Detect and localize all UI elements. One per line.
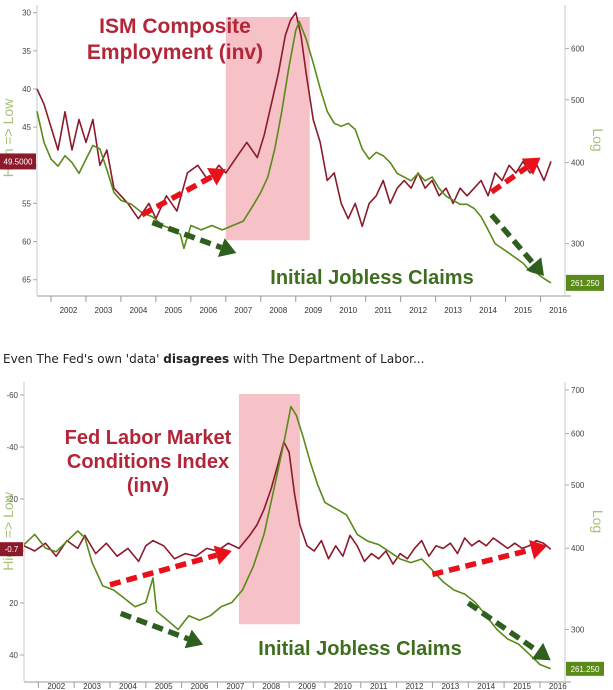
x-tick-label: 2006 [191,682,209,690]
green-trend-arrow [466,600,540,654]
x-tick-label: 2009 [304,306,322,315]
right-tick-label: 300 [571,625,585,634]
right-tick-label: 600 [571,44,585,53]
x-tick-label: 2011 [370,682,388,690]
x-tick-label: 2015 [514,306,532,315]
chart-title-line: Fed Labor Market [65,427,232,449]
green-arrow-head [184,629,204,649]
left-tick-label: 60 [22,238,31,247]
x-tick-label: 2003 [95,306,113,315]
caption-prefix: Even The Fed's own 'data' [3,352,164,366]
left-value-tag-label: 49.5000 [4,157,33,166]
red-series-line [36,11,552,228]
right-tick-label: 500 [571,96,585,105]
green-trend-arrow [151,219,223,251]
green-series-line [23,405,551,670]
x-tick-label: 2013 [441,682,459,690]
right-tick-label: 300 [571,240,585,249]
x-tick-label: 2002 [47,682,65,690]
x-tick-label: 2016 [549,682,567,690]
chart-title-line: ISM Composite [99,15,251,38]
red-arrow-head [213,545,232,565]
left-axis-label: High => Low [0,491,16,570]
right-value-tag [566,661,604,676]
x-tick-label: 2008 [269,306,287,315]
series-annotation: Initial Jobless Claims [258,638,461,660]
x-tick-label: 2012 [409,306,427,315]
red-arrow-head [521,157,541,175]
caption-bold: disagrees [163,352,230,366]
x-tick-label: 2006 [199,306,217,315]
x-tick-label: 2011 [375,306,393,315]
right-tick-label: 400 [571,544,585,553]
left-tick-label: 20 [9,599,18,608]
green-arrow-head [217,238,237,257]
x-tick-label: 2010 [339,306,357,315]
x-tick-label: 2007 [226,682,244,690]
green-trend-arrow [489,213,536,266]
left-value-tag [0,542,23,557]
right-value-tag [566,274,604,291]
red-series-line [23,441,552,565]
recession-band [225,17,310,241]
red-trend-arrow [109,552,218,588]
x-tick-label: 2016 [549,306,567,315]
left-tick-label: 55 [22,199,31,208]
right-tick-label: 700 [571,386,585,395]
right-axis-label: Log [590,128,606,151]
right-value-tag-label: 261.250 [571,279,600,288]
left-tick-label: -60 [6,391,18,400]
x-tick-label: 2005 [155,682,173,690]
left-tick-label: 45 [22,123,31,132]
red-arrow-head [529,540,548,560]
x-tick-label: 2004 [119,682,137,690]
x-tick-label: 2004 [130,306,148,315]
x-tick-label: 2010 [334,682,352,690]
red-trend-arrow [431,547,533,578]
left-tick-label: -20 [6,495,18,504]
left-tick-label: 40 [9,651,18,660]
left-tick-label: 30 [22,9,31,18]
x-tick-label: 2002 [60,306,78,315]
ism-vs-jobless-claims-chart: 2002 2003 2004 2005 2006 2007 2008 2009 2010 2011… [0,5,606,315]
green-trend-arrow [119,610,190,642]
left-tick-label: 35 [22,47,31,56]
lmci-vs-jobless-claims-chart: 2002 2003 2004 2005 2006 2007 2008 2009 2010 2011… [0,382,606,690]
red-trend-arrow [140,174,214,218]
red-arrow-head [207,168,226,186]
green-arrow-head [526,257,544,276]
x-tick-label: 2014 [477,682,495,690]
chart-title-line: Employment (inv) [87,41,263,64]
red-trend-arrow [489,164,530,195]
caption-suffix: with The Department of Labor... [229,352,425,366]
right-tick-label: 500 [571,481,585,490]
chart-title-line: (inv) [127,475,169,497]
x-tick-label: 2007 [234,306,252,315]
right-tick-label: 400 [571,159,585,168]
green-series-line [36,20,552,284]
x-tick-label: 2008 [262,682,280,690]
left-tick-label: 40 [22,85,31,94]
right-axis-label: Log [590,510,606,533]
left-tick-label: -40 [6,443,18,452]
x-tick-label: 2015 [513,682,531,690]
x-tick-label: 2014 [479,306,497,315]
x-tick-label: 2012 [406,682,424,690]
left-value-tag-label: -0.7 [5,545,19,554]
x-tick-label: 2009 [298,682,316,690]
series-annotation: Initial Jobless Claims [270,267,473,289]
chart-title-line: Conditions Index [67,451,229,473]
x-tick-label: 2003 [83,682,101,690]
x-tick-label: 2013 [444,306,462,315]
right-value-tag-label: 261.250 [571,665,600,674]
left-value-tag [0,153,36,170]
x-tick-label: 2005 [164,306,182,315]
green-arrow-head [531,642,551,661]
right-tick-label: 600 [571,430,585,439]
left-tick-label: 65 [22,276,31,285]
caption-text: Even The Fed's own 'data' disagrees with… [3,352,609,366]
